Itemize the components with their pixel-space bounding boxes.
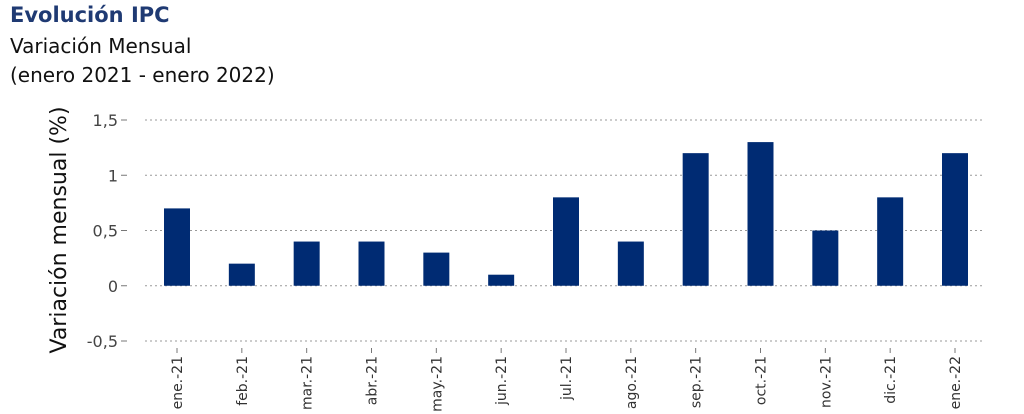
x-tick-label: sep.-21 <box>689 356 705 408</box>
x-tick-label: may.-21 <box>429 356 445 412</box>
chart-subtitle: Variación Mensual <box>10 34 192 58</box>
bar <box>747 142 774 286</box>
bar <box>682 153 709 286</box>
y-tick-label: -0,5 <box>87 332 118 351</box>
x-tick-label: mar.-21 <box>300 356 316 410</box>
x-tick-label: feb.-21 <box>235 356 251 406</box>
bar <box>812 230 839 286</box>
bar <box>553 197 579 286</box>
x-tick-label: jul.-21 <box>559 356 575 401</box>
y-tick-label: 0 <box>108 277 118 296</box>
x-axis-ticks: ene.-21 feb.-21 mar.-21 abr.-21 may.-21 jun.-… <box>170 348 964 412</box>
bar <box>942 153 968 286</box>
x-tick-label: ago.-21 <box>624 356 640 409</box>
x-tick-label: abr.-21 <box>365 356 381 405</box>
x-tick-label: nov.-21 <box>818 356 834 408</box>
chart-title: Evolución IPC <box>10 3 170 27</box>
bar <box>877 197 904 286</box>
gridlines <box>145 119 985 342</box>
y-axis-ticks: -0,5 0 0,5 1 1,5 <box>87 111 127 351</box>
y-tick-label: 0,5 <box>93 222 118 241</box>
bar <box>617 241 644 286</box>
bar <box>228 263 255 286</box>
x-tick-label: dic.-21 <box>883 356 899 404</box>
bar <box>423 252 450 286</box>
y-axis-label: Variación mensual (%) <box>47 106 72 353</box>
bar <box>488 274 515 286</box>
x-tick-label: ene.-21 <box>170 356 186 409</box>
bar <box>293 241 320 286</box>
y-tick-label: 1,5 <box>93 111 118 130</box>
chart-date-range: (enero 2021 - enero 2022) <box>10 63 275 87</box>
bar <box>164 208 190 286</box>
bars <box>164 142 968 286</box>
x-tick-label: ene.-22 <box>948 356 964 409</box>
x-tick-label: oct.-21 <box>754 356 770 405</box>
bar <box>358 241 385 286</box>
y-tick-label: 1 <box>108 166 118 185</box>
x-tick-label: jun.-21 <box>494 356 510 406</box>
